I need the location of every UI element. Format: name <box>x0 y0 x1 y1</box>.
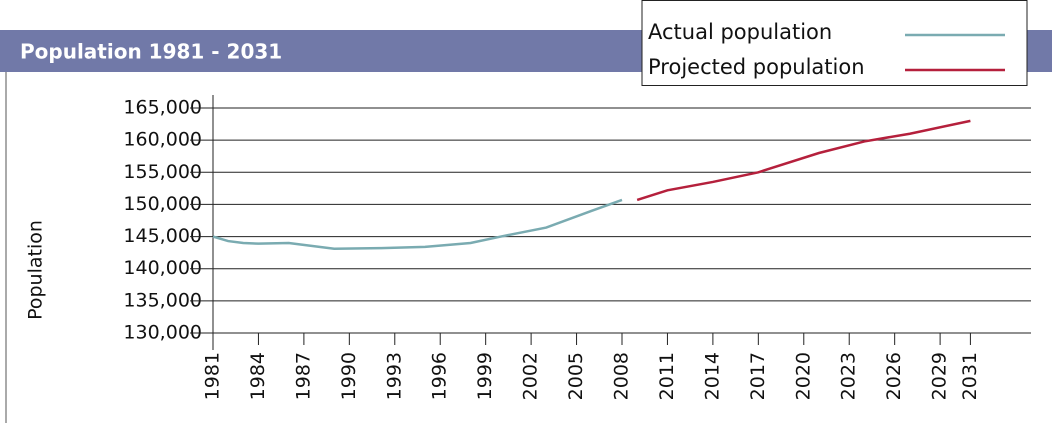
x-tick-label: 2002 <box>520 352 542 400</box>
x-tick-label: 2029 <box>929 352 951 400</box>
y-tick-label: 165,000 <box>123 97 202 119</box>
y-tick-label: 135,000 <box>123 289 202 311</box>
y-tick-label: 160,000 <box>123 129 202 151</box>
x-tick-label: 2017 <box>747 352 769 400</box>
x-tick-label: 2011 <box>656 352 678 400</box>
x-tick-label: 1984 <box>247 352 269 400</box>
legend-label: Projected population <box>648 55 865 79</box>
x-tick-label: 1996 <box>429 352 451 400</box>
x-tick-label: 1981 <box>202 352 224 400</box>
chart-title: Population 1981 - 2031 <box>20 40 282 64</box>
y-axis-label: Population <box>25 220 47 320</box>
data-line <box>212 198 623 251</box>
x-tick-label: 2020 <box>792 352 814 400</box>
x-tick-label: 2031 <box>959 352 981 400</box>
y-tick-label: 140,000 <box>123 257 202 279</box>
x-tick-label: 1990 <box>338 352 360 400</box>
x-tick-label: 2023 <box>838 352 860 400</box>
x-tick-label: 1993 <box>383 352 405 400</box>
x-tick-label: 1999 <box>474 352 496 400</box>
y-tick-label: 145,000 <box>123 225 202 247</box>
y-tick-label: 130,000 <box>123 322 202 344</box>
legend-box <box>641 0 1028 86</box>
x-tick-label: 1987 <box>292 352 314 400</box>
legend-label: Actual population <box>648 20 832 44</box>
x-tick-label: 2005 <box>565 352 587 400</box>
x-tick-label: 2026 <box>883 352 905 400</box>
y-tick-label: 155,000 <box>123 161 202 183</box>
x-tick-label: 2014 <box>701 352 723 400</box>
x-tick-label: 2008 <box>611 352 633 400</box>
y-tick-label: 150,000 <box>123 193 202 215</box>
data-line <box>636 119 971 202</box>
